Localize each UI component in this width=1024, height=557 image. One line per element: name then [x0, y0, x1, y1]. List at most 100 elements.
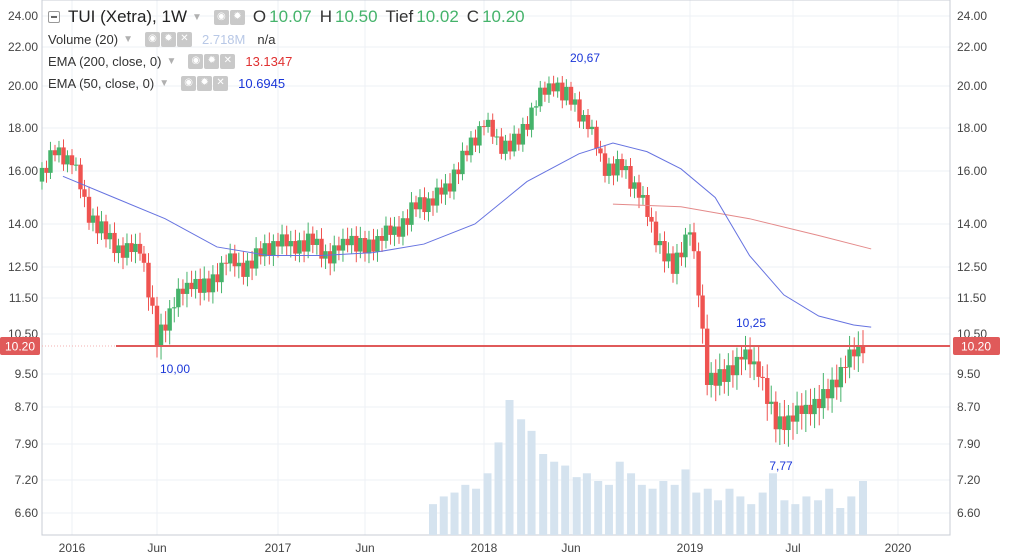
candle-down: [730, 365, 736, 376]
price-badge-left-text: 10.20: [5, 340, 35, 354]
eye-icon[interactable]: ◉: [181, 75, 197, 91]
gear-icon[interactable]: ✹: [229, 9, 245, 25]
chevron-down-icon[interactable]: ▼: [123, 33, 133, 45]
eye-icon[interactable]: ◉: [188, 53, 204, 69]
volume-bar: [814, 500, 823, 535]
y-tick-label-left: 24.00: [8, 9, 38, 23]
candle-down: [645, 195, 650, 217]
candle-down: [834, 379, 839, 388]
candle-up: [358, 238, 363, 252]
candle-up: [494, 136, 499, 138]
legend-row-ema200[interactable]: EMA (200, close, 0) ▼ ◉ ✹ ✕ 13.1347: [48, 50, 525, 72]
eye-icon[interactable]: ◉: [145, 31, 160, 47]
y-tick-label-right: 12.50: [957, 260, 987, 274]
candle-down: [215, 274, 220, 283]
volume-bar: [594, 481, 603, 535]
legend-row-ema50[interactable]: EMA (50, close, 0) ▼ ◉ ✹ ✕ 10.6945: [48, 72, 525, 94]
candle-up: [48, 150, 53, 173]
candle-down: [525, 123, 530, 130]
candle-up: [184, 282, 190, 294]
volume-bar: [725, 488, 734, 535]
candle-down: [568, 86, 574, 105]
volume-bar: [517, 419, 526, 535]
collapse-legend-icon[interactable]: [48, 11, 60, 23]
candle-down: [301, 240, 307, 252]
ema200-line: [612, 203, 872, 250]
gear-icon[interactable]: ✹: [161, 31, 176, 47]
volume-bar: [780, 500, 789, 535]
candle-down: [817, 398, 822, 409]
candle-down: [206, 278, 212, 293]
candle-down: [223, 262, 229, 264]
candle-down: [86, 196, 92, 223]
candle-up: [288, 241, 293, 247]
candle-up: [751, 361, 757, 365]
y-tick-label-left: 7.20: [15, 473, 39, 487]
symbol-title[interactable]: TUI (Xetra), 1W: [68, 7, 188, 26]
candle-up: [279, 234, 285, 247]
y-tick-label-right: 16.00: [957, 164, 987, 178]
candle-up: [769, 401, 774, 404]
candle-down: [146, 262, 151, 298]
candle-down: [464, 150, 470, 156]
chevron-down-icon[interactable]: ▼: [192, 11, 202, 23]
volume-bar: [747, 504, 756, 535]
close-icon[interactable]: ✕: [177, 31, 192, 47]
candle-down: [516, 133, 521, 145]
candle-down: [619, 159, 625, 171]
candle-down: [560, 82, 565, 101]
candle-up: [529, 107, 534, 130]
volume-bar: [768, 473, 777, 535]
y-tick-label-left: 20.00: [8, 79, 38, 93]
candle-down: [154, 305, 160, 347]
candle-up: [305, 233, 311, 252]
volume-bar: [703, 488, 712, 535]
candle-up: [786, 415, 791, 431]
eye-icon[interactable]: ◉: [213, 9, 229, 25]
candle-up: [503, 140, 508, 154]
candle-up: [366, 239, 372, 254]
chevron-down-icon[interactable]: ▼: [166, 55, 177, 67]
volume-bar: [847, 496, 856, 535]
candle-up: [417, 197, 423, 210]
chevron-down-icon[interactable]: ▼: [159, 77, 170, 89]
open-label: O: [252, 7, 267, 26]
volume-bar: [836, 508, 845, 535]
close-label: C: [466, 7, 480, 26]
candle-down: [447, 183, 453, 192]
candle-up: [176, 288, 181, 308]
y-tick-label-right: 7.20: [957, 473, 981, 487]
volume-bar: [527, 430, 536, 535]
legend-row-volume[interactable]: Volume (20) ▼ ◉ ✹ ✕ 2.718M n/a: [48, 28, 525, 50]
indicator-value-ema50: 10.6945: [238, 75, 286, 91]
candle-down: [82, 189, 87, 197]
candle-down: [293, 241, 298, 254]
candle-down: [379, 236, 385, 241]
indicator-extra-volume: n/a: [257, 31, 276, 47]
candle-down: [310, 233, 315, 245]
y-tick-label-left: 18.00: [8, 121, 38, 135]
candle-down: [473, 137, 478, 146]
close-icon[interactable]: ✕: [220, 53, 236, 69]
gear-icon[interactable]: ✹: [204, 53, 220, 69]
volume-bar: [461, 484, 470, 535]
candle-up: [39, 167, 45, 182]
candle-up: [124, 243, 130, 258]
candle-down: [180, 288, 186, 294]
x-tick-label: 2019: [677, 541, 704, 555]
chart-legend: TUI (Xetra), 1W ▼ ◉ ✹ O 10.07 H 10.50 Ti…: [48, 6, 525, 94]
indicator-value-ema200: 13.1347: [245, 53, 293, 69]
candle-down: [163, 324, 168, 331]
candle-up: [210, 274, 216, 293]
y-tick-label-left: 6.60: [15, 506, 39, 520]
candle-up: [219, 262, 224, 283]
close-icon[interactable]: ✕: [213, 75, 229, 91]
candle-up: [271, 241, 276, 256]
volume-bar: [615, 461, 624, 535]
candle-down: [112, 232, 117, 254]
x-tick-label: Jun: [561, 541, 580, 555]
price-annotation: 10,00: [160, 362, 190, 376]
legend-main-row: TUI (Xetra), 1W ▼ ◉ ✹ O 10.07 H 10.50 Ti…: [48, 6, 525, 28]
gear-icon[interactable]: ✹: [197, 75, 213, 91]
